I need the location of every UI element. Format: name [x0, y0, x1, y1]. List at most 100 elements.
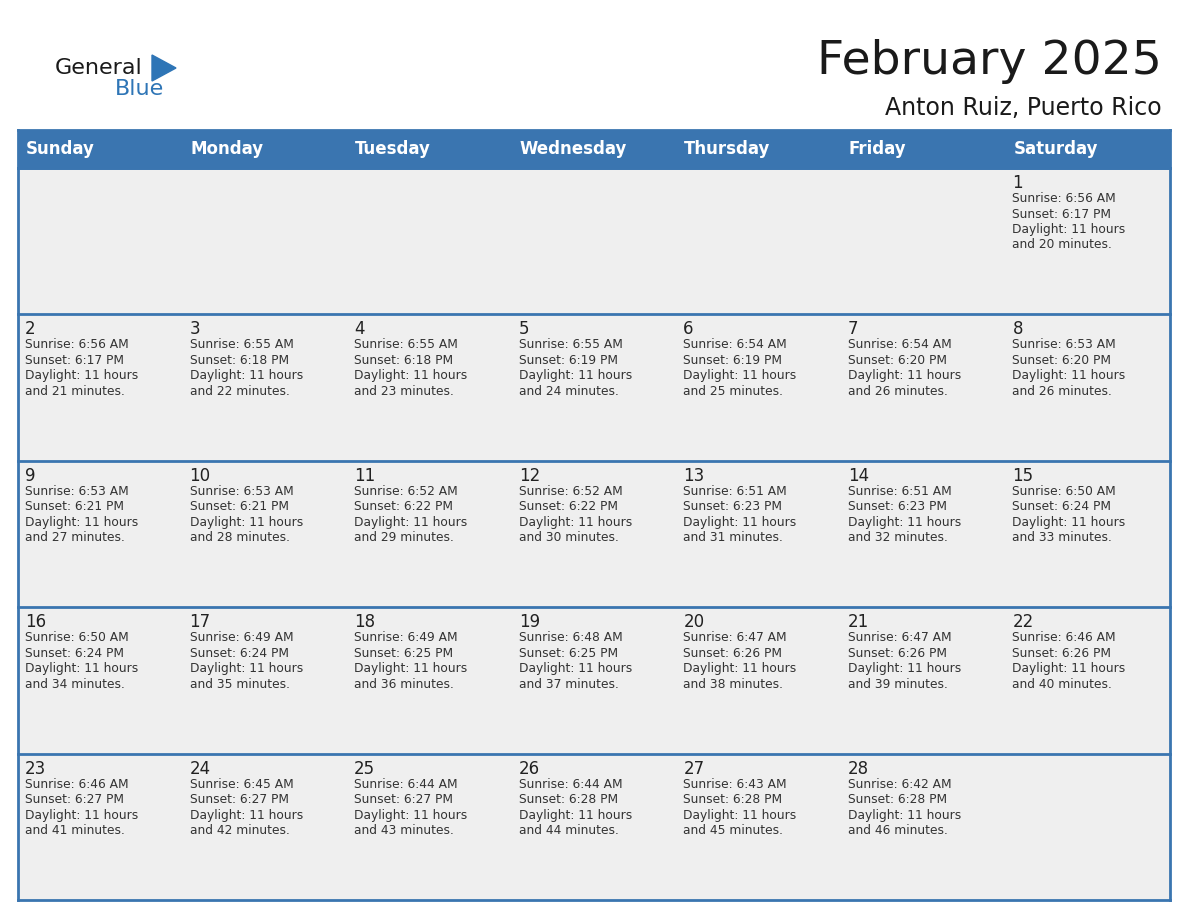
Text: and 38 minutes.: and 38 minutes.	[683, 677, 783, 690]
Text: Sunset: 6:24 PM: Sunset: 6:24 PM	[1012, 500, 1112, 513]
Text: and 27 minutes.: and 27 minutes.	[25, 532, 125, 544]
Text: Sunset: 6:26 PM: Sunset: 6:26 PM	[1012, 646, 1112, 660]
Text: Sunset: 6:27 PM: Sunset: 6:27 PM	[25, 793, 124, 806]
Text: Sunset: 6:25 PM: Sunset: 6:25 PM	[519, 646, 618, 660]
Text: General: General	[55, 58, 143, 78]
Text: Sunrise: 6:54 AM: Sunrise: 6:54 AM	[848, 339, 952, 352]
Text: Sunrise: 6:43 AM: Sunrise: 6:43 AM	[683, 778, 786, 790]
Text: and 21 minutes.: and 21 minutes.	[25, 385, 125, 397]
Text: Sunrise: 6:42 AM: Sunrise: 6:42 AM	[848, 778, 952, 790]
Text: Daylight: 11 hours: Daylight: 11 hours	[190, 369, 303, 383]
Text: and 35 minutes.: and 35 minutes.	[190, 677, 290, 690]
Text: Sunrise: 6:55 AM: Sunrise: 6:55 AM	[519, 339, 623, 352]
Text: 16: 16	[25, 613, 46, 632]
Text: Sunrise: 6:53 AM: Sunrise: 6:53 AM	[190, 485, 293, 498]
Text: Sunrise: 6:52 AM: Sunrise: 6:52 AM	[519, 485, 623, 498]
Text: Sunset: 6:27 PM: Sunset: 6:27 PM	[190, 793, 289, 806]
Text: Sunset: 6:26 PM: Sunset: 6:26 PM	[683, 646, 782, 660]
Text: 21: 21	[848, 613, 870, 632]
Text: 26: 26	[519, 759, 539, 778]
Text: Daylight: 11 hours: Daylight: 11 hours	[848, 809, 961, 822]
Text: Daylight: 11 hours: Daylight: 11 hours	[519, 662, 632, 676]
Text: and 34 minutes.: and 34 minutes.	[25, 677, 125, 690]
Text: Sunset: 6:19 PM: Sunset: 6:19 PM	[683, 354, 782, 367]
Text: Daylight: 11 hours: Daylight: 11 hours	[25, 662, 138, 676]
Text: and 26 minutes.: and 26 minutes.	[1012, 385, 1112, 397]
Text: Daylight: 11 hours: Daylight: 11 hours	[683, 516, 796, 529]
Text: and 37 minutes.: and 37 minutes.	[519, 677, 619, 690]
Text: 1: 1	[1012, 174, 1023, 192]
Text: 13: 13	[683, 466, 704, 485]
Text: Daylight: 11 hours: Daylight: 11 hours	[354, 809, 467, 822]
Text: Daylight: 11 hours: Daylight: 11 hours	[354, 662, 467, 676]
Text: Sunrise: 6:51 AM: Sunrise: 6:51 AM	[683, 485, 786, 498]
Text: Daylight: 11 hours: Daylight: 11 hours	[519, 809, 632, 822]
Text: Sunset: 6:24 PM: Sunset: 6:24 PM	[25, 646, 124, 660]
Text: Sunset: 6:21 PM: Sunset: 6:21 PM	[25, 500, 124, 513]
Text: Sunset: 6:17 PM: Sunset: 6:17 PM	[1012, 207, 1112, 220]
Text: 23: 23	[25, 759, 46, 778]
Text: and 41 minutes.: and 41 minutes.	[25, 824, 125, 837]
Bar	[18, 130, 1170, 900]
Text: Sunrise: 6:44 AM: Sunrise: 6:44 AM	[354, 778, 457, 790]
Text: Sunset: 6:20 PM: Sunset: 6:20 PM	[848, 354, 947, 367]
Text: 15: 15	[1012, 466, 1034, 485]
Text: Daylight: 11 hours: Daylight: 11 hours	[519, 369, 632, 383]
Bar	[18, 130, 1170, 168]
Text: 20: 20	[683, 613, 704, 632]
Text: and 26 minutes.: and 26 minutes.	[848, 385, 948, 397]
Text: Sunrise: 6:47 AM: Sunrise: 6:47 AM	[848, 632, 952, 644]
Text: and 45 minutes.: and 45 minutes.	[683, 824, 783, 837]
Text: and 29 minutes.: and 29 minutes.	[354, 532, 454, 544]
Text: Sunrise: 6:50 AM: Sunrise: 6:50 AM	[1012, 485, 1117, 498]
Text: Sunset: 6:25 PM: Sunset: 6:25 PM	[354, 646, 454, 660]
Text: 25: 25	[354, 759, 375, 778]
Text: Sunrise: 6:50 AM: Sunrise: 6:50 AM	[25, 632, 128, 644]
Text: 24: 24	[190, 759, 210, 778]
Text: Sunrise: 6:53 AM: Sunrise: 6:53 AM	[25, 485, 128, 498]
Text: 18: 18	[354, 613, 375, 632]
Text: and 44 minutes.: and 44 minutes.	[519, 824, 619, 837]
Text: Sunrise: 6:47 AM: Sunrise: 6:47 AM	[683, 632, 786, 644]
Text: Sunset: 6:23 PM: Sunset: 6:23 PM	[683, 500, 782, 513]
Text: 3: 3	[190, 320, 201, 339]
Text: Sunrise: 6:55 AM: Sunrise: 6:55 AM	[354, 339, 459, 352]
Text: Sunrise: 6:48 AM: Sunrise: 6:48 AM	[519, 632, 623, 644]
Text: Daylight: 11 hours: Daylight: 11 hours	[848, 516, 961, 529]
Text: Wednesday: Wednesday	[519, 140, 627, 158]
Text: and 28 minutes.: and 28 minutes.	[190, 532, 290, 544]
Text: and 46 minutes.: and 46 minutes.	[848, 824, 948, 837]
Text: Sunset: 6:28 PM: Sunset: 6:28 PM	[848, 793, 947, 806]
Text: Sunset: 6:19 PM: Sunset: 6:19 PM	[519, 354, 618, 367]
Text: Daylight: 11 hours: Daylight: 11 hours	[190, 809, 303, 822]
Text: Daylight: 11 hours: Daylight: 11 hours	[1012, 223, 1126, 236]
Text: 2: 2	[25, 320, 36, 339]
Text: Sunset: 6:20 PM: Sunset: 6:20 PM	[1012, 354, 1112, 367]
Text: Sunrise: 6:52 AM: Sunrise: 6:52 AM	[354, 485, 457, 498]
Text: Sunset: 6:22 PM: Sunset: 6:22 PM	[519, 500, 618, 513]
Text: Daylight: 11 hours: Daylight: 11 hours	[190, 516, 303, 529]
Text: Daylight: 11 hours: Daylight: 11 hours	[354, 369, 467, 383]
Text: Monday: Monday	[190, 140, 264, 158]
Text: and 42 minutes.: and 42 minutes.	[190, 824, 290, 837]
Text: Daylight: 11 hours: Daylight: 11 hours	[25, 369, 138, 383]
Text: 8: 8	[1012, 320, 1023, 339]
Text: February 2025: February 2025	[817, 39, 1162, 84]
Text: and 30 minutes.: and 30 minutes.	[519, 532, 619, 544]
Text: 28: 28	[848, 759, 868, 778]
Text: 12: 12	[519, 466, 541, 485]
Text: Sunrise: 6:54 AM: Sunrise: 6:54 AM	[683, 339, 786, 352]
Text: and 23 minutes.: and 23 minutes.	[354, 385, 454, 397]
Text: 19: 19	[519, 613, 539, 632]
Text: 22: 22	[1012, 613, 1034, 632]
Text: 9: 9	[25, 466, 36, 485]
Text: and 22 minutes.: and 22 minutes.	[190, 385, 290, 397]
Text: Daylight: 11 hours: Daylight: 11 hours	[519, 516, 632, 529]
Text: Sunset: 6:22 PM: Sunset: 6:22 PM	[354, 500, 453, 513]
Text: Sunrise: 6:49 AM: Sunrise: 6:49 AM	[354, 632, 457, 644]
Text: Sunset: 6:17 PM: Sunset: 6:17 PM	[25, 354, 124, 367]
Text: Sunset: 6:18 PM: Sunset: 6:18 PM	[354, 354, 454, 367]
Text: and 39 minutes.: and 39 minutes.	[848, 677, 948, 690]
Text: Sunrise: 6:44 AM: Sunrise: 6:44 AM	[519, 778, 623, 790]
Text: Sunset: 6:18 PM: Sunset: 6:18 PM	[190, 354, 289, 367]
